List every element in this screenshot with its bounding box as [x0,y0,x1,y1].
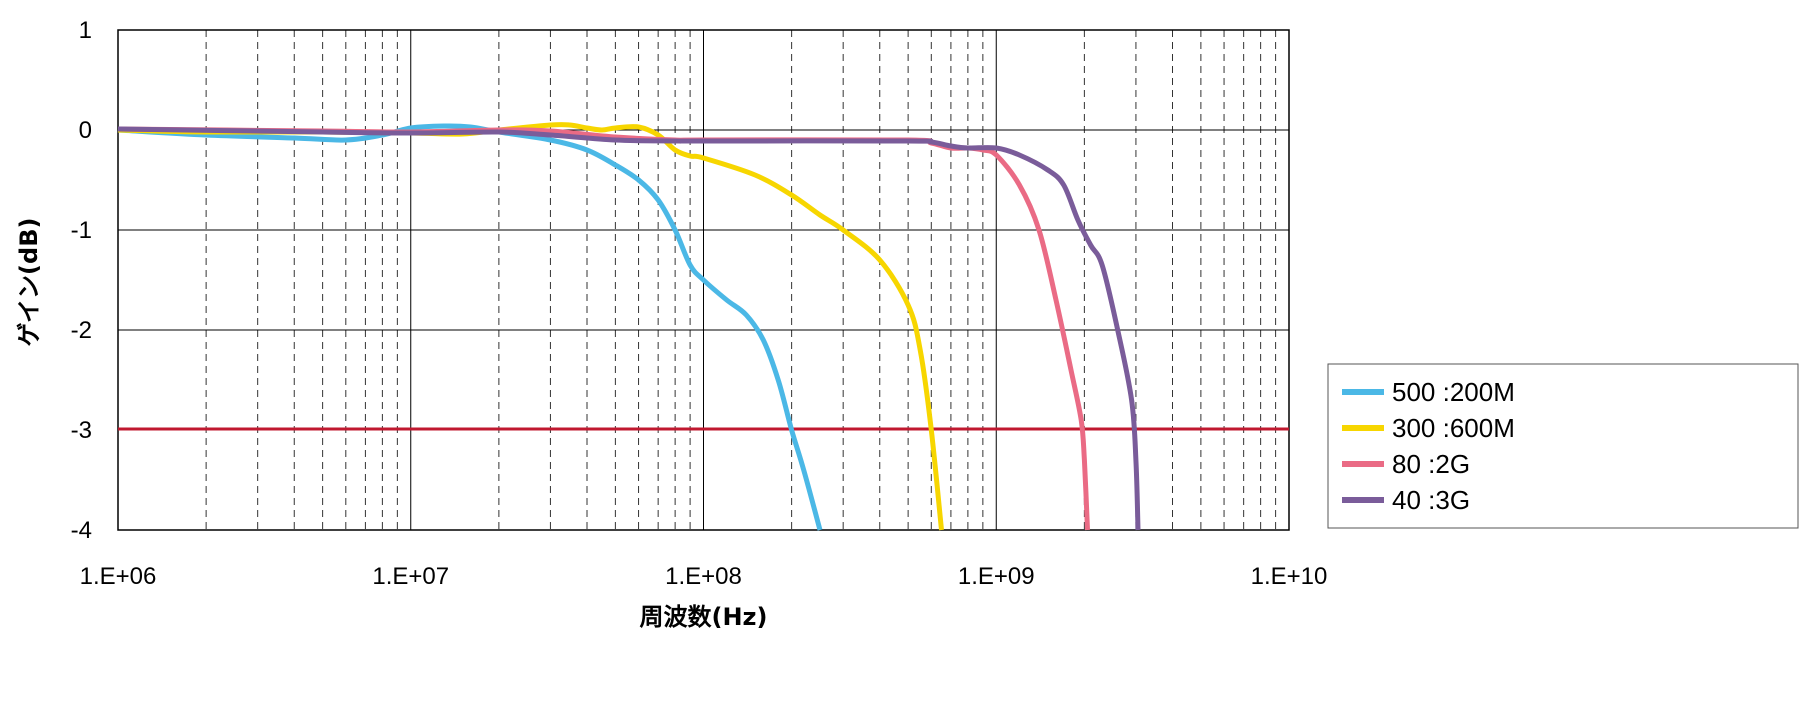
y-tick-label: 1 [79,17,92,44]
x-tick-label: 1.E+06 [80,563,157,590]
x-tick-label: 1.E+10 [1251,563,1328,590]
series-lines [117,122,1141,531]
y-tick-label: -3 [71,417,92,444]
x-tick-labels: 1.E+06 1.E+07 1.E+08 1.E+09 1.E+10 [80,563,1328,590]
y-tick-label: -4 [71,517,92,544]
x-tick-label: 1.E+08 [665,563,742,590]
minor-gridlines [205,30,1277,530]
series-line-2 [117,122,944,531]
x-axis-title: 周波数(Hz) [640,603,768,631]
legend-label: 500 :200M [1392,377,1515,407]
series-line-4 [117,126,1141,531]
legend-label: 80 :2G [1392,449,1470,479]
x-tick-label: 1.E+09 [958,563,1035,590]
legend: 500 :200M 300 :600M 80 :2G 40 :3G [1327,363,1799,529]
series-line-1 [117,123,823,531]
y-axis-title: ゲイン(dB) [15,218,43,347]
legend-label: 40 :3G [1392,485,1470,515]
x-tick-label: 1.E+07 [372,563,449,590]
legend-box [1327,363,1799,529]
y-tick-label: -2 [71,317,92,344]
y-tick-label: -1 [71,217,92,244]
y-tick-labels: 1 0 -1 -2 -3 -4 [71,17,92,544]
y-tick-label: 0 [79,117,92,144]
plot-area [117,29,1290,531]
legend-label: 300 :600M [1392,413,1515,443]
